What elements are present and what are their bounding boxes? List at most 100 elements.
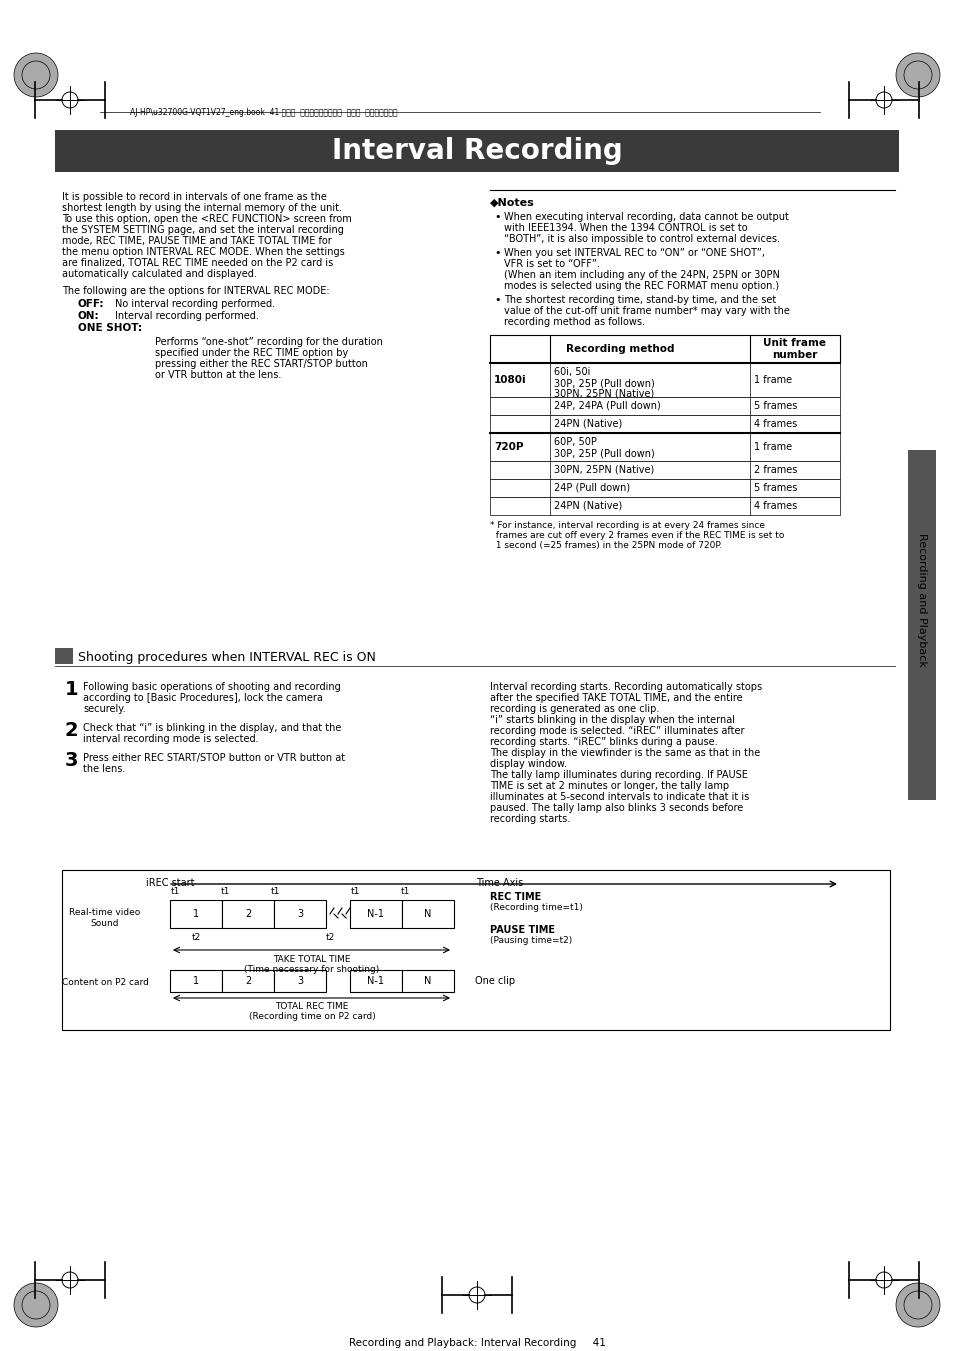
Bar (222, 900, 274, 928)
Text: “i” starts blinking in the display when the internal: “i” starts blinking in the display when … (490, 715, 734, 725)
Text: (When an item including any of the 24PN, 25PN or 30PN: (When an item including any of the 24PN,… (503, 270, 779, 280)
Text: Interval recording starts. Recording automatically stops: Interval recording starts. Recording aut… (490, 682, 761, 692)
Text: The following are the options for INTERVAL REC MODE:: The following are the options for INTERV… (62, 286, 330, 296)
Text: after the specified TAKE TOTAL TIME, and the entire: after the specified TAKE TOTAL TIME, and… (490, 693, 741, 703)
Text: The display in the viewfinder is the same as that in the: The display in the viewfinder is the sam… (490, 748, 760, 758)
Bar (222, 970, 274, 992)
Text: (Pausing time=t2): (Pausing time=t2) (490, 936, 572, 944)
Text: Press either REC START/STOP button or VTR button at: Press either REC START/STOP button or VT… (83, 753, 345, 763)
Text: 5 frames: 5 frames (753, 484, 797, 493)
Bar (907, 450, 935, 800)
Text: When executing interval recording, data cannot be output: When executing interval recording, data … (503, 212, 788, 222)
Text: mode, REC TIME, PAUSE TIME and TAKE TOTAL TIME for: mode, REC TIME, PAUSE TIME and TAKE TOTA… (62, 236, 332, 246)
Text: 24PN (Native): 24PN (Native) (554, 419, 621, 430)
Text: N: N (424, 909, 432, 919)
Text: Following basic operations of shooting and recording: Following basic operations of shooting a… (83, 682, 340, 692)
Text: recording mode is selected. “iREC” illuminates after: recording mode is selected. “iREC” illum… (490, 725, 743, 736)
Bar (350, 900, 401, 928)
Text: TAKE TOTAL TIME
(Time necessary for shooting): TAKE TOTAL TIME (Time necessary for shoo… (244, 955, 379, 974)
Text: To use this option, open the <REC FUNCTION> screen from: To use this option, open the <REC FUNCTI… (62, 213, 352, 224)
Text: Unit frame
number: Unit frame number (762, 338, 825, 361)
Text: 2: 2 (65, 721, 78, 740)
Text: 1: 1 (65, 680, 78, 698)
Bar (350, 970, 401, 992)
Text: VFR is set to “OFF”.: VFR is set to “OFF”. (503, 259, 599, 269)
Bar (55, 648, 73, 663)
Text: TIME is set at 2 minutes or longer, the tally lamp: TIME is set at 2 minutes or longer, the … (490, 781, 728, 790)
Text: t1: t1 (220, 888, 230, 897)
Bar (490, 335, 840, 363)
Text: ◆Notes: ◆Notes (490, 199, 535, 208)
Text: illuminates at 5-second intervals to indicate that it is: illuminates at 5-second intervals to ind… (490, 792, 748, 802)
Text: 24P, 24PA (Pull down): 24P, 24PA (Pull down) (554, 401, 660, 411)
Text: * For instance, interval recording is at every 24 frames since: * For instance, interval recording is at… (490, 521, 764, 530)
Text: (Recording time=t1): (Recording time=t1) (490, 902, 582, 912)
Text: t2: t2 (192, 934, 200, 943)
Text: 720P: 720P (494, 442, 523, 453)
Text: “BOTH”, it is also impossible to control external devices.: “BOTH”, it is also impossible to control… (503, 234, 780, 245)
Text: 30PN, 25PN (Native): 30PN, 25PN (Native) (554, 389, 654, 399)
Bar (62, 870, 889, 1029)
Text: ON:: ON: (78, 311, 99, 322)
Bar (170, 970, 222, 992)
Text: Check that “i” is blinking in the display, and that the: Check that “i” is blinking in the displa… (83, 723, 341, 734)
Text: Performs “one-shot” recording for the duration: Performs “one-shot” recording for the du… (154, 336, 382, 347)
Circle shape (895, 1283, 939, 1327)
Text: Content on P2 card: Content on P2 card (62, 978, 149, 988)
Circle shape (14, 53, 58, 97)
Text: 1 frame: 1 frame (753, 442, 791, 453)
Text: automatically calculated and displayed.: automatically calculated and displayed. (62, 269, 256, 280)
Text: 1 frame: 1 frame (753, 376, 791, 385)
Text: Shooting procedures when INTERVAL REC is ON: Shooting procedures when INTERVAL REC is… (78, 650, 375, 663)
Bar (490, 415, 840, 434)
Text: t1: t1 (171, 888, 179, 897)
Bar (490, 461, 840, 480)
Text: the menu option INTERVAL REC MODE. When the settings: the menu option INTERVAL REC MODE. When … (62, 247, 344, 257)
Text: t2: t2 (325, 934, 335, 943)
Text: PAUSE TIME: PAUSE TIME (490, 925, 555, 935)
Text: paused. The tally lamp also blinks 3 seconds before: paused. The tally lamp also blinks 3 sec… (490, 802, 742, 813)
Bar (490, 497, 840, 515)
Text: recording is generated as one clip.: recording is generated as one clip. (490, 704, 659, 713)
Text: specified under the REC TIME option by: specified under the REC TIME option by (154, 349, 348, 358)
Text: the lens.: the lens. (83, 765, 125, 774)
Bar (274, 970, 326, 992)
Text: pressing either the REC START/STOP button: pressing either the REC START/STOP butto… (154, 359, 368, 369)
Text: t1: t1 (270, 888, 279, 897)
Text: 60P, 50P: 60P, 50P (554, 436, 597, 447)
Text: according to [Basic Procedures], lock the camera: according to [Basic Procedures], lock th… (83, 693, 322, 703)
Text: Interval Recording: Interval Recording (332, 136, 621, 165)
Text: The tally lamp illuminates during recording. If PAUSE: The tally lamp illuminates during record… (490, 770, 747, 780)
Text: the SYSTEM SETTING page, and set the interval recording: the SYSTEM SETTING page, and set the int… (62, 226, 343, 235)
Text: OFF:: OFF: (78, 299, 105, 309)
Bar (274, 900, 326, 928)
Text: Time Axis: Time Axis (476, 878, 523, 888)
Text: with IEEE1394. When the 1394 CONTROL is set to: with IEEE1394. When the 1394 CONTROL is … (503, 223, 747, 232)
Text: 30PN, 25PN (Native): 30PN, 25PN (Native) (554, 465, 654, 476)
Bar (490, 434, 840, 461)
Text: display window.: display window. (490, 759, 566, 769)
Bar (55, 130, 898, 172)
Text: Interval recording performed.: Interval recording performed. (115, 311, 258, 322)
Text: 2: 2 (245, 975, 251, 986)
Bar (401, 900, 454, 928)
Text: Recording and Playback: Recording and Playback (916, 534, 926, 667)
Text: TOTAL REC TIME
(Recording time on P2 card): TOTAL REC TIME (Recording time on P2 car… (249, 1002, 375, 1021)
Text: No interval recording performed.: No interval recording performed. (115, 299, 274, 309)
Text: 24P (Pull down): 24P (Pull down) (554, 484, 630, 493)
Text: •: • (494, 212, 500, 222)
Text: Real-time video
Sound: Real-time video Sound (70, 908, 140, 928)
Text: 1: 1 (193, 909, 199, 919)
Text: REC TIME: REC TIME (490, 892, 540, 902)
Text: 3: 3 (296, 909, 303, 919)
Text: ONE SHOT:: ONE SHOT: (78, 323, 142, 332)
Text: One clip: One clip (475, 975, 515, 986)
Bar (170, 900, 222, 928)
Text: recording starts.: recording starts. (490, 815, 570, 824)
Bar (490, 397, 840, 415)
Text: 24PN (Native): 24PN (Native) (554, 501, 621, 511)
Text: •: • (494, 249, 500, 258)
Text: recording method as follows.: recording method as follows. (503, 317, 644, 327)
Text: Recording method: Recording method (565, 345, 674, 354)
Text: 1 second (=25 frames) in the 25PN mode of 720P.: 1 second (=25 frames) in the 25PN mode o… (490, 540, 721, 550)
